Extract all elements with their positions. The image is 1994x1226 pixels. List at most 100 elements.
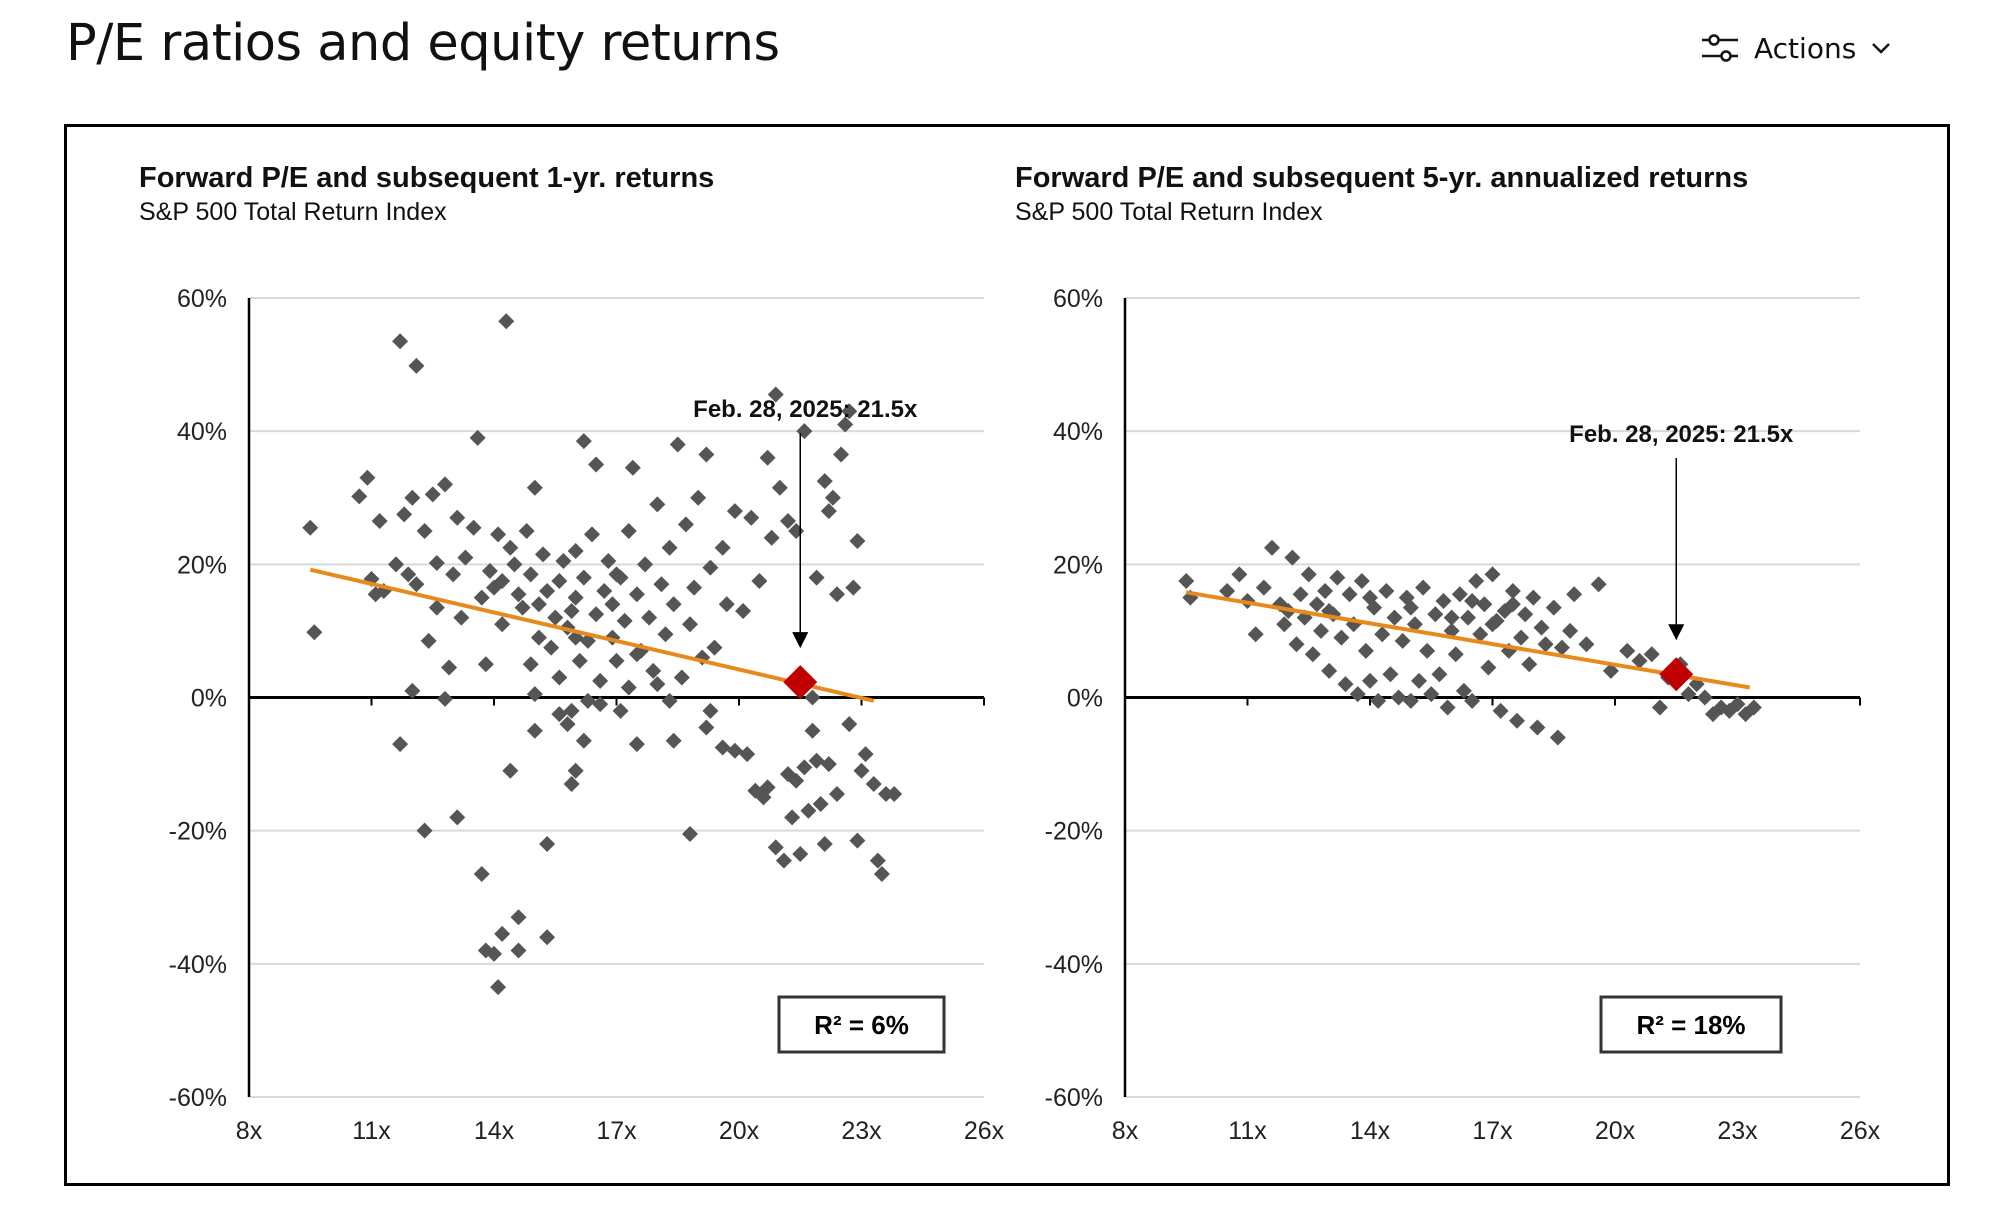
- actions-button[interactable]: Actions: [1700, 30, 1892, 66]
- data-point: [408, 357, 425, 374]
- data-point: [371, 513, 388, 530]
- data-point: [449, 809, 466, 826]
- data-point: [392, 736, 409, 753]
- data-point: [555, 553, 572, 570]
- data-point: [514, 599, 531, 616]
- chevron-down-icon: [1870, 40, 1892, 56]
- x-tick-label: 17x: [1472, 1117, 1513, 1145]
- data-point: [1333, 629, 1350, 646]
- data-point: [628, 586, 645, 603]
- data-point: [1423, 686, 1440, 703]
- data-point: [849, 533, 866, 550]
- data-point: [1729, 696, 1746, 713]
- data-point: [1402, 599, 1419, 616]
- data-point: [428, 555, 445, 572]
- data-point: [873, 865, 890, 882]
- data-point: [1680, 686, 1697, 703]
- data-point: [1472, 626, 1489, 643]
- data-point: [869, 852, 886, 869]
- data-point: [628, 736, 645, 753]
- x-tick-label: 11x: [352, 1117, 391, 1145]
- data-point: [780, 513, 796, 530]
- data-point: [726, 742, 743, 759]
- data-point: [1537, 636, 1554, 653]
- data-point: [1411, 672, 1427, 689]
- x-tick-label: 26x: [1840, 1117, 1881, 1145]
- data-point: [1464, 692, 1481, 709]
- y-tick-label: -60%: [1045, 1084, 1103, 1112]
- data-point: [351, 488, 368, 505]
- chart-1yr-plot: 60% 40% 20% 0% -20% -40% -60% 8x 11x 14x 17x 20x 23x…: [169, 285, 1005, 1145]
- data-point: [518, 523, 535, 540]
- data-point: [1460, 609, 1476, 626]
- data-point: [1553, 639, 1570, 656]
- data-point: [682, 616, 698, 633]
- data-point: [845, 579, 862, 596]
- data-point: [584, 526, 600, 543]
- y-tick-label: 40%: [177, 418, 227, 446]
- data-point: [1374, 626, 1391, 643]
- data-point: [1300, 566, 1317, 583]
- data-point: [1231, 566, 1248, 583]
- data-point: [1643, 646, 1660, 663]
- data-point: [1219, 582, 1236, 599]
- data-point: [404, 682, 421, 699]
- data-point: [829, 786, 845, 803]
- data-point: [1378, 582, 1395, 599]
- data-point: [878, 786, 894, 803]
- x-tick-label: 23x: [1717, 1117, 1758, 1145]
- data-point: [486, 945, 502, 962]
- data-point: [1284, 549, 1301, 566]
- sliders-icon: [1700, 30, 1740, 66]
- data-point: [465, 519, 482, 536]
- data-point: [539, 929, 556, 946]
- data-point: [788, 772, 805, 789]
- data-point: [612, 702, 629, 719]
- data-point: [804, 722, 821, 739]
- data-point: [1439, 699, 1456, 716]
- data-point: [682, 825, 698, 842]
- data-point: [1394, 632, 1411, 649]
- arrow-head: [1668, 624, 1685, 641]
- data-point: [665, 596, 682, 613]
- chart-title: Forward P/E and subsequent 1-yr. returns: [139, 162, 715, 194]
- data-point: [563, 702, 580, 719]
- y-tick-label: -60%: [169, 1084, 227, 1112]
- data-point: [796, 759, 813, 776]
- data-point: [1304, 646, 1321, 663]
- data-point: [714, 739, 731, 756]
- data-point: [510, 942, 527, 959]
- data-point: [886, 786, 903, 803]
- data-point: [1545, 599, 1562, 616]
- data-point: [1513, 629, 1530, 646]
- data-point: [539, 835, 556, 852]
- data-point: [1341, 586, 1358, 603]
- y-tick-label: 60%: [177, 285, 227, 313]
- data-point: [735, 602, 752, 619]
- data-point: [494, 925, 511, 942]
- data-point: [657, 626, 674, 643]
- data-point: [820, 756, 837, 773]
- data-point: [706, 639, 723, 656]
- data-point: [1533, 619, 1550, 636]
- data-point: [812, 796, 829, 813]
- data-point: [490, 979, 507, 996]
- y-tick-label: 60%: [1053, 285, 1103, 313]
- arrow-head: [792, 632, 809, 649]
- annotation-label: Feb. 28, 2025: 21.5x: [1569, 421, 1794, 448]
- data-point: [359, 469, 376, 486]
- data-point: [392, 333, 409, 350]
- data-point: [1357, 642, 1374, 659]
- data-point: [743, 509, 760, 526]
- data-point: [543, 639, 560, 656]
- data-point: [759, 779, 776, 796]
- data-point: [445, 566, 462, 583]
- data-point: [600, 553, 617, 570]
- data-point: [820, 503, 837, 520]
- data-point: [616, 612, 633, 629]
- data-point: [1288, 636, 1305, 653]
- data-point: [775, 852, 792, 869]
- data-point: [739, 746, 756, 763]
- data-point: [551, 669, 568, 686]
- data-point: [784, 809, 801, 826]
